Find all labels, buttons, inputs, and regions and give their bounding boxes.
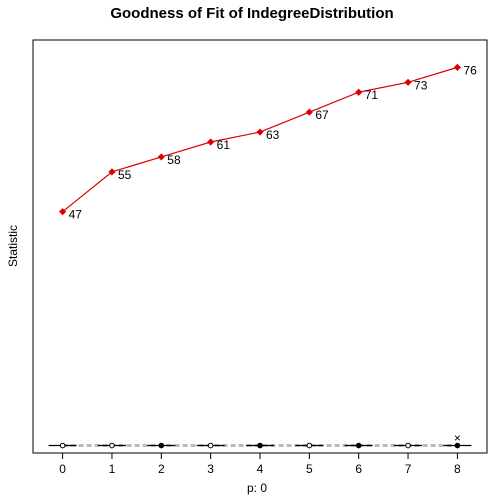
simulated-mean-point [306,442,313,449]
observed-point [355,88,363,96]
observed-point [59,208,67,216]
x-axis-label: p: 0 [247,481,267,495]
observed-data-label: 67 [315,108,329,122]
observed-data-label: 47 [69,208,83,222]
x-tick-label: 1 [109,462,116,476]
observed-data-label: 73 [414,78,428,92]
x-tick-label: 7 [405,462,412,476]
observed-series: 47 55 58 61 63 67 71 73 76 [59,63,477,222]
observed-data-label: 71 [365,88,379,102]
observed-point [207,138,215,146]
chart-title: Goodness of Fit of IndegreeDistribution [110,5,393,22]
observed-data-label: 55 [118,168,132,182]
x-tick-label: 2 [158,462,165,476]
observed-data-label: 63 [266,128,280,142]
observed-point [157,153,165,161]
observed-line [62,66,458,213]
x-tick-label: 4 [257,462,264,476]
y-axis-label: Statistic [6,225,20,267]
observed-point [305,108,313,116]
simulated-mean-point [257,442,263,449]
simulated-mean-point [454,442,461,449]
plot-frame [32,39,488,454]
x-axis: 0 1 2 3 4 5 6 7 8 [59,453,461,476]
x-tick-label: 3 [207,462,214,476]
simulated-mean-point [109,442,115,449]
x-tick-label: 8 [454,462,461,476]
observed-point [108,168,116,176]
simulated-mean-point [207,442,214,449]
observed-point [404,78,412,86]
x-tick-label: 6 [355,462,362,476]
x-tick-label: 5 [306,462,313,476]
observed-data-label: 76 [463,63,477,77]
observed-data-label: 58 [167,153,181,167]
observed-point [453,63,461,71]
simulated-series: × [48,431,472,449]
simulated-mean-point [59,442,66,449]
simulated-outlier-marker: × [454,431,461,445]
observed-data-label: 61 [217,138,231,152]
x-tick-label: 0 [59,462,66,476]
simulated-mean-point [405,442,411,449]
observed-point [256,128,264,136]
simulated-mean-point [355,442,362,449]
simulated-mean-point [158,442,165,449]
